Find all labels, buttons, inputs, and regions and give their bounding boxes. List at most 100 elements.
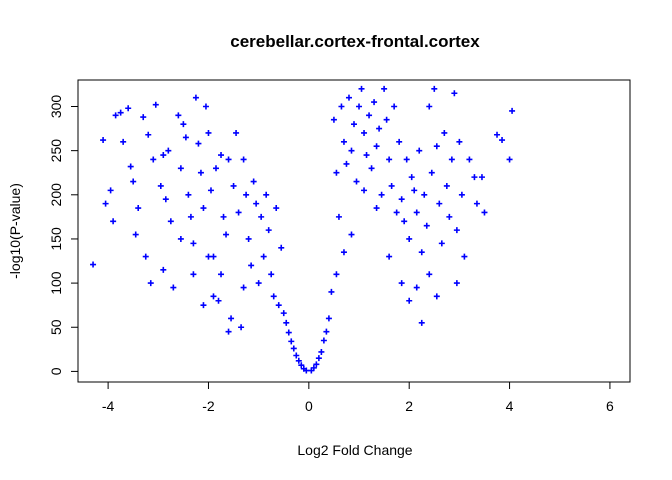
data-point bbox=[443, 182, 450, 189]
data-point bbox=[253, 200, 260, 207]
data-point bbox=[243, 191, 250, 198]
data-point bbox=[373, 143, 380, 150]
data-point bbox=[356, 103, 363, 110]
x-tick-label: 6 bbox=[606, 398, 614, 414]
y-tick-label: 150 bbox=[48, 227, 64, 251]
data-point bbox=[228, 315, 235, 322]
data-point bbox=[300, 365, 307, 372]
data-point bbox=[473, 200, 480, 207]
data-point bbox=[220, 213, 227, 220]
data-point bbox=[207, 187, 214, 194]
data-point bbox=[421, 191, 428, 198]
data-point bbox=[366, 112, 373, 119]
data-point bbox=[265, 227, 272, 234]
data-point bbox=[499, 137, 506, 144]
data-point bbox=[230, 182, 237, 189]
data-point bbox=[428, 169, 435, 176]
data-point bbox=[335, 213, 342, 220]
data-point bbox=[320, 337, 327, 344]
data-point bbox=[436, 200, 443, 207]
data-point bbox=[418, 319, 425, 326]
data-point bbox=[162, 196, 169, 203]
data-point bbox=[328, 288, 335, 295]
x-tick-label: 4 bbox=[506, 398, 514, 414]
data-point bbox=[330, 116, 337, 123]
data-point bbox=[255, 280, 262, 287]
data-point bbox=[132, 231, 139, 238]
data-point bbox=[170, 284, 177, 291]
data-point bbox=[187, 213, 194, 220]
data-point bbox=[275, 302, 282, 309]
data-point bbox=[481, 209, 488, 216]
data-point bbox=[318, 348, 325, 355]
data-point bbox=[506, 156, 513, 163]
data-point bbox=[285, 329, 292, 336]
data-point bbox=[245, 235, 252, 242]
data-point bbox=[426, 103, 433, 110]
data-point bbox=[135, 205, 142, 212]
data-point bbox=[125, 105, 132, 112]
data-point bbox=[160, 152, 167, 159]
data-point bbox=[218, 271, 225, 278]
data-point bbox=[448, 156, 455, 163]
y-tick-label: 50 bbox=[48, 319, 64, 335]
data-point bbox=[263, 191, 270, 198]
data-point bbox=[238, 324, 245, 331]
data-point bbox=[195, 140, 202, 147]
y-axis: 0 50 100 150 200 250 300 bbox=[48, 95, 79, 375]
data-point bbox=[190, 271, 197, 278]
data-point bbox=[258, 213, 265, 220]
data-point bbox=[351, 121, 357, 128]
data-point bbox=[378, 191, 385, 198]
data-point bbox=[363, 152, 370, 159]
data-point bbox=[433, 293, 440, 300]
data-point bbox=[453, 280, 460, 287]
data-point bbox=[401, 218, 408, 225]
data-point bbox=[120, 138, 127, 145]
data-point bbox=[376, 125, 383, 132]
data-point bbox=[413, 209, 420, 216]
data-point bbox=[175, 112, 182, 119]
data-point bbox=[408, 174, 415, 181]
data-point bbox=[273, 205, 280, 212]
data-point bbox=[361, 129, 368, 136]
x-tick-label: 2 bbox=[405, 398, 413, 414]
data-point bbox=[270, 293, 277, 300]
data-point bbox=[325, 315, 332, 322]
data-point bbox=[177, 235, 184, 242]
data-point bbox=[509, 107, 516, 114]
data-point bbox=[278, 244, 285, 251]
data-point bbox=[233, 129, 240, 136]
data-point bbox=[205, 253, 212, 260]
y-tick-label: 0 bbox=[48, 367, 64, 375]
data-point bbox=[215, 297, 222, 304]
y-axis-label: -log10(P-value) bbox=[7, 183, 23, 279]
data-point bbox=[218, 152, 225, 159]
data-point bbox=[152, 101, 159, 108]
data-point bbox=[225, 156, 232, 163]
data-point bbox=[323, 328, 330, 335]
data-point bbox=[388, 182, 395, 189]
data-point bbox=[235, 209, 242, 216]
data-point bbox=[200, 205, 207, 212]
data-point bbox=[406, 235, 413, 242]
data-points bbox=[90, 85, 516, 374]
data-point bbox=[431, 85, 438, 92]
data-point bbox=[202, 103, 209, 110]
data-point bbox=[225, 328, 232, 335]
data-point bbox=[393, 209, 400, 216]
data-point bbox=[240, 284, 247, 291]
data-point bbox=[223, 231, 230, 238]
data-point bbox=[280, 310, 287, 317]
data-point bbox=[391, 103, 398, 110]
data-point bbox=[298, 362, 305, 369]
data-point bbox=[333, 271, 340, 278]
data-point bbox=[117, 109, 124, 116]
data-point bbox=[112, 112, 119, 119]
data-point bbox=[145, 131, 152, 138]
data-point bbox=[458, 191, 465, 198]
data-point bbox=[348, 147, 355, 154]
data-point bbox=[340, 138, 347, 145]
data-point bbox=[453, 227, 460, 234]
